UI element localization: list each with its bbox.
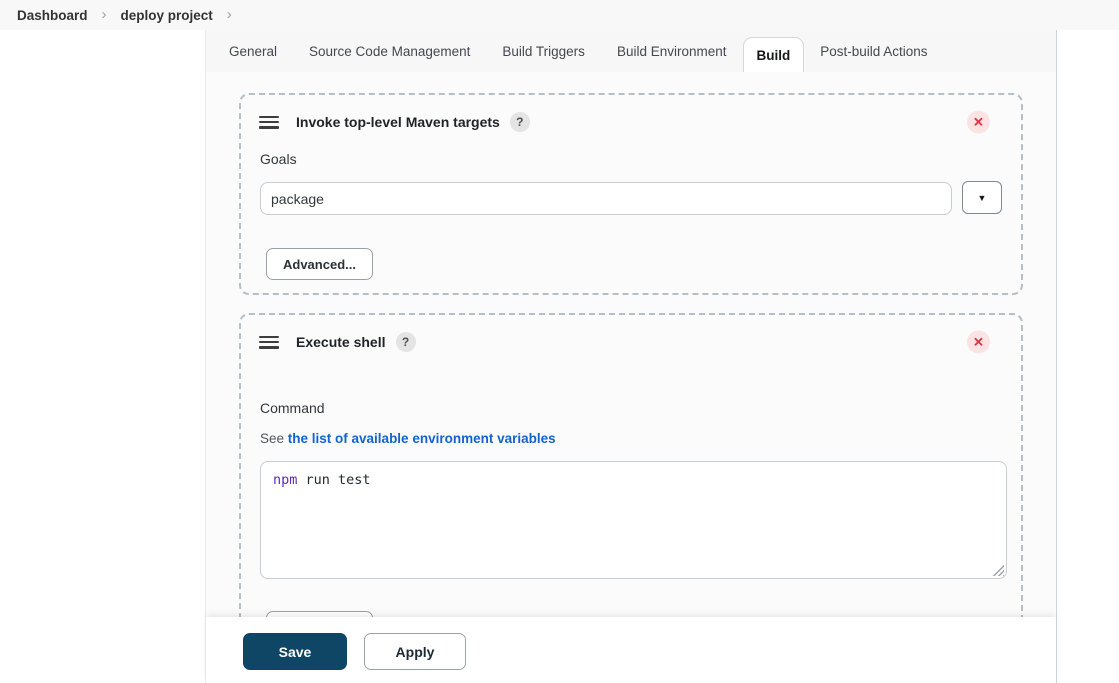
close-icon[interactable]: ✕ [967, 330, 990, 354]
help-icon[interactable]: ? [395, 332, 416, 352]
drag-handle-icon[interactable] [259, 335, 279, 349]
tab-build-environment[interactable]: Build Environment [616, 43, 727, 59]
breadcrumb-dashboard[interactable]: Dashboard [17, 7, 88, 23]
tab-source-code-management[interactable]: Source Code Management [309, 43, 471, 59]
chevron-right-icon: › [226, 5, 232, 23]
resize-handle-icon[interactable] [992, 564, 1004, 576]
env-vars-link[interactable]: the list of available environment variab… [287, 431, 556, 446]
apply-button[interactable]: Apply [364, 633, 466, 670]
shell-command-rest: run test [297, 472, 371, 488]
tab-build[interactable]: Build [742, 37, 805, 72]
goals-dropdown-button[interactable]: ▼ [962, 181, 1002, 214]
breadcrumb-project[interactable]: deploy project [120, 7, 213, 23]
drag-handle-icon[interactable] [259, 115, 279, 129]
build-step-header: Execute shell ? ✕ [259, 328, 1003, 356]
shell-keyword: npm [273, 472, 298, 488]
env-vars-hint: See the list of available environment va… [260, 431, 556, 446]
caret-down-icon: ▼ [977, 192, 987, 203]
tab-build-triggers[interactable]: Build Triggers [502, 43, 585, 59]
tab-general[interactable]: General [229, 43, 278, 59]
config-column: General Source Code Management Build Tri… [205, 30, 1057, 683]
build-step-title: Invoke top-level Maven targets [296, 114, 500, 130]
advanced-button[interactable]: Advanced... [266, 248, 373, 280]
tab-post-build-actions[interactable]: Post-build Actions [820, 43, 928, 59]
goals-label: Goals [260, 151, 297, 167]
save-button[interactable]: Save [243, 633, 347, 670]
config-tabbar: General Source Code Management Build Tri… [206, 30, 1056, 72]
goals-input[interactable] [260, 182, 952, 215]
bottom-app-bar: Save Apply [205, 617, 1057, 683]
chevron-right-icon: › [101, 5, 107, 23]
shell-command-editor[interactable]: npm run test [260, 461, 1007, 579]
build-step-title: Execute shell [296, 334, 386, 350]
command-label: Command [260, 400, 325, 416]
breadcrumb: Dashboard › deploy project › [0, 0, 1119, 30]
help-icon[interactable]: ? [509, 112, 530, 132]
build-step-header: Invoke top-level Maven targets ? ✕ [259, 108, 1003, 136]
see-prefix: See [260, 431, 288, 446]
build-step-maven: Invoke top-level Maven targets ? ✕ Goals… [239, 93, 1023, 295]
close-icon[interactable]: ✕ [967, 110, 990, 134]
